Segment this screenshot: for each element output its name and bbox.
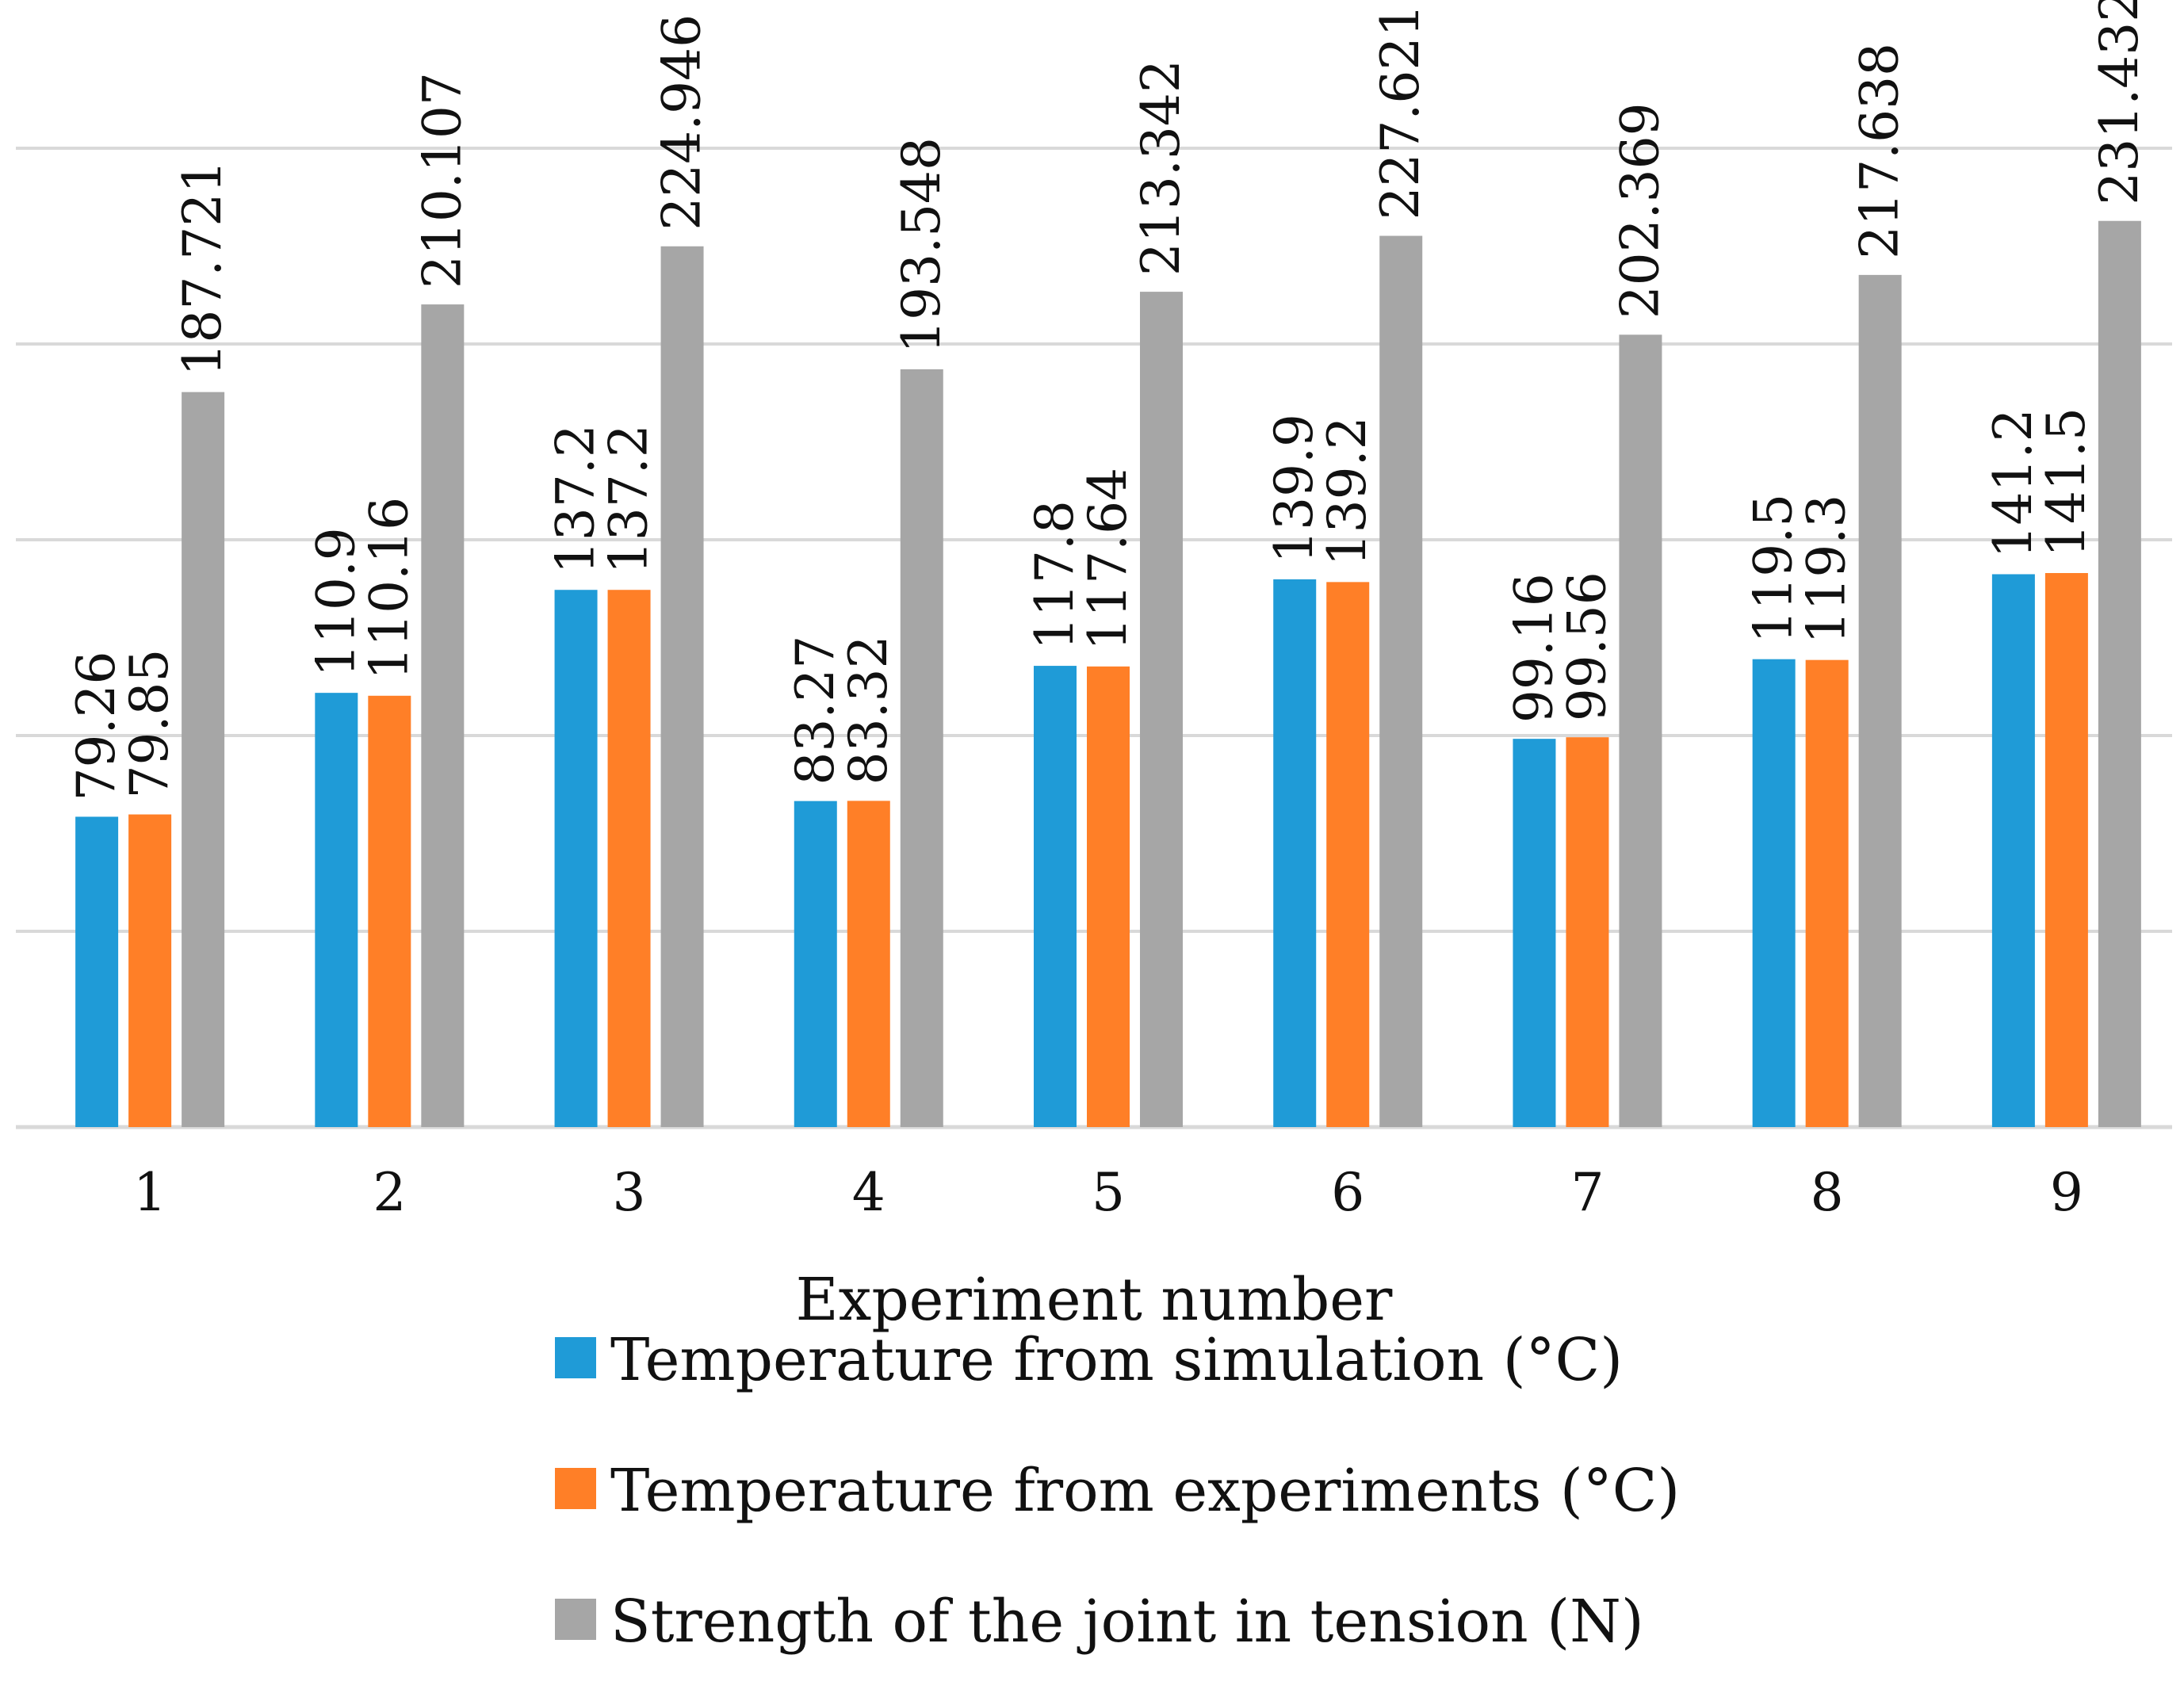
data-label: 137.2 — [599, 424, 660, 574]
bar — [1752, 659, 1796, 1127]
bar — [607, 590, 651, 1127]
bar — [128, 814, 172, 1127]
bar — [660, 246, 704, 1128]
x-axis-ticks: 1 2 3 4 5 6 7 8 9 — [133, 1162, 2083, 1223]
bar — [554, 590, 598, 1127]
bar — [1619, 334, 1662, 1128]
data-label: 210.107 — [411, 72, 472, 289]
data-label: 141.5 — [2036, 407, 2097, 557]
data-label: 217.638 — [1849, 43, 1911, 259]
x-tick-label: 7 — [1570, 1162, 1604, 1223]
x-tick-label: 4 — [852, 1162, 885, 1223]
x-axis-title: Experiment number — [796, 1266, 1393, 1334]
data-label: 119.5 — [1743, 494, 1804, 644]
bar — [315, 693, 358, 1127]
data-label: 227.621 — [1370, 4, 1431, 220]
legend-swatch — [555, 1337, 596, 1378]
data-label: 231.432 — [2089, 0, 2150, 205]
legend-swatch — [555, 1599, 596, 1640]
x-tick-label: 6 — [1331, 1162, 1364, 1223]
bar — [1858, 274, 1902, 1127]
bar — [1087, 666, 1130, 1127]
bar — [847, 801, 890, 1127]
data-label: 187.721 — [172, 160, 233, 376]
data-label: 117.64 — [1077, 468, 1138, 651]
bar — [2044, 572, 2088, 1127]
data-label: 119.3 — [1796, 495, 1857, 644]
data-label: 141.2 — [1983, 409, 2044, 559]
bar — [1326, 582, 1370, 1127]
legend-label: Temperature from experiments (°C) — [610, 1457, 1680, 1525]
data-label: 139.2 — [1317, 416, 1378, 566]
bars — [75, 220, 2141, 1128]
x-tick-label: 5 — [1092, 1162, 1125, 1223]
bar — [1034, 666, 1077, 1127]
x-tick-label: 1 — [133, 1162, 166, 1223]
x-tick-label: 3 — [613, 1162, 646, 1223]
data-label: 99.16 — [1503, 573, 1564, 723]
bar — [421, 304, 465, 1127]
bar — [1140, 292, 1183, 1127]
legend-label: Temperature from simulation (°C) — [610, 1326, 1623, 1394]
x-tick-label: 9 — [2050, 1162, 2083, 1223]
bar — [900, 369, 943, 1127]
data-label: 193.548 — [891, 137, 952, 354]
data-label: 117.8 — [1024, 500, 1085, 650]
data-label: 79.85 — [119, 649, 180, 799]
data-label: 224.946 — [652, 14, 713, 231]
data-label: 83.27 — [785, 636, 846, 785]
data-label: 213.342 — [1130, 59, 1191, 276]
bar — [368, 695, 411, 1127]
data-label: 110.9 — [305, 527, 366, 677]
legend-swatch — [555, 1468, 596, 1509]
x-tick-label: 8 — [1811, 1162, 1844, 1223]
data-label: 83.32 — [838, 635, 899, 785]
data-label: 79.26 — [66, 652, 127, 801]
bar — [1513, 739, 1556, 1127]
x-tick-label: 2 — [373, 1162, 406, 1223]
bar — [1273, 579, 1317, 1127]
legend: Temperature from simulation (°C) Temperat… — [555, 1326, 1680, 1656]
bar — [2098, 220, 2141, 1127]
data-label: 202.369 — [1609, 102, 1670, 319]
legend-label: Strength of the joint in tension (N) — [610, 1588, 1644, 1656]
bar — [1566, 737, 1609, 1127]
bar — [1991, 574, 2035, 1127]
bar — [794, 801, 837, 1127]
bar — [1805, 659, 1849, 1127]
bar — [1379, 235, 1423, 1127]
data-label: 110.16 — [358, 497, 419, 680]
data-label: 137.2 — [545, 424, 606, 574]
data-label: 99.56 — [1556, 571, 1617, 721]
bar — [75, 816, 119, 1127]
data-label: 139.9 — [1264, 414, 1325, 564]
bar — [182, 392, 225, 1127]
